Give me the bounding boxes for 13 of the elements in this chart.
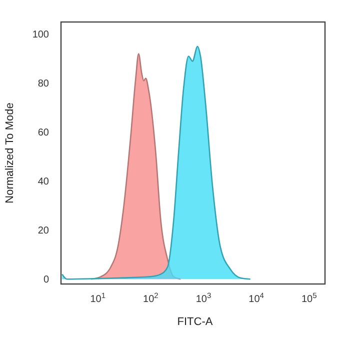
x-axis-title: FITC-A xyxy=(177,316,214,328)
y-tick-label: 20 xyxy=(38,226,50,237)
x-tick-label: 10$^{3}$ xyxy=(196,290,212,305)
x-tick-label: 10$^{1}$ xyxy=(90,290,106,305)
x-tick-label: 10$^{4}$ xyxy=(248,290,264,305)
y-tick-label: 100 xyxy=(32,30,50,41)
y-tick-label: 80 xyxy=(38,78,50,90)
y-tick-label: 40 xyxy=(38,176,50,188)
y-tick-label: 0 xyxy=(43,274,50,286)
x-tick-label: 10$^{2}$ xyxy=(143,290,158,305)
y-tick-label: 60 xyxy=(38,128,50,139)
y-axis-title: Normalized To Mode xyxy=(4,102,16,204)
x-tick-label: 10$^{5}$ xyxy=(301,290,317,305)
